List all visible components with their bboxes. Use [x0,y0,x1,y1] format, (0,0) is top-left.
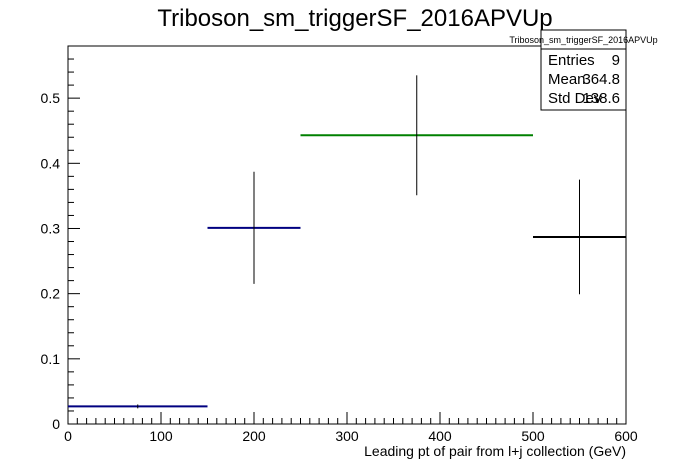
stats-mean-value: 364.8 [582,71,620,88]
x-tick-label: 0 [64,428,72,444]
histogram-bins [68,75,626,409]
y-tick-label: 0.5 [41,90,61,106]
chart-title: Triboson_sm_triggerSF_2016APVUp [157,5,552,32]
x-tick-label: 300 [335,428,359,444]
histogram-bin [300,75,533,196]
x-axis-label: Leading pt of pair from l+j collection (… [364,443,626,459]
y-tick-label: 0.2 [41,286,61,302]
x-axis-ticks: 0 100 200 300 400 500 600 [64,412,638,444]
x-tick-label: 500 [521,428,545,444]
stats-entries-label: Entries [548,52,595,69]
y-tick-label: 0 [52,416,60,432]
x-tick-label: 600 [614,428,638,444]
x-tick-label: 200 [242,428,266,444]
stats-entries-value: 9 [612,52,620,69]
y-tick-label: 0.4 [41,155,61,171]
histogram-bin [207,171,301,284]
histogram-bin [68,404,208,409]
x-tick-label: 400 [428,428,452,444]
histogram-bin [533,179,626,295]
y-tick-label: 0.3 [41,220,61,236]
stats-box-name: Triboson_sm_triggerSF_2016APVUp [509,35,657,45]
stats-stddev-label: Std Dev [548,90,602,107]
x-tick-label: 100 [149,428,173,444]
y-axis-ticks: 0 0.1 0.2 0.3 0.4 0.5 [41,45,80,432]
y-tick-label: 0.1 [41,351,61,367]
stats-mean-label: Mean [548,71,586,88]
stats-stddev-value: 138.6 [582,90,620,107]
stats-box-frame [540,29,627,111]
stats-box: Triboson_sm_triggerSF_2016APVUp Entries … [509,29,658,111]
